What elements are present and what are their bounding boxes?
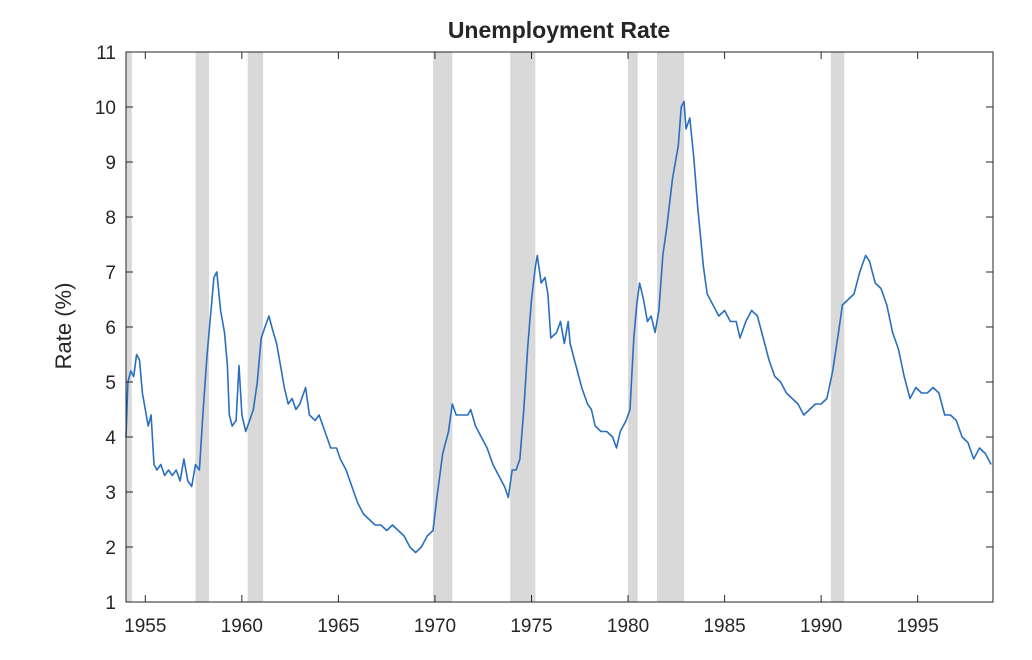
recession-band	[247, 52, 264, 602]
recession-band	[830, 52, 845, 602]
y-tick-label: 6	[105, 318, 116, 339]
y-tick-label: 10	[95, 98, 116, 119]
x-axis: 1955 1960 1965 1970 1975 1980 1985 1990 1995	[124, 52, 939, 637]
series-lines	[125, 100, 992, 554]
x-tick-label: 1965	[317, 616, 359, 637]
x-tick-label: 1975	[510, 616, 552, 637]
x-tick-label: 1990	[800, 616, 842, 637]
y-axis: 1 2 3 4 5 6 7 8 9 10 11	[95, 43, 993, 614]
recession-bands	[126, 52, 845, 602]
chart-title: Unemployment Rate	[448, 17, 670, 43]
recession-band	[510, 52, 536, 602]
y-tick-label: 1	[105, 593, 116, 614]
unemployment-series-line	[125, 100, 992, 554]
x-tick-label: 1995	[897, 616, 939, 637]
recession-band	[657, 52, 685, 602]
x-tick-label: 1960	[221, 616, 263, 637]
y-tick-label: 2	[105, 538, 116, 559]
recession-band	[433, 52, 453, 602]
y-tick-label: 5	[105, 373, 116, 394]
x-tick-label: 1980	[607, 616, 649, 637]
y-tick-label: 11	[96, 43, 116, 64]
x-tick-label: 1955	[124, 616, 166, 637]
recession-band	[195, 52, 210, 602]
recession-band	[628, 52, 638, 602]
x-tick-label: 1970	[414, 616, 456, 637]
y-tick-label: 3	[105, 483, 116, 504]
y-tick-label: 7	[105, 263, 116, 284]
y-tick-label: 8	[105, 208, 116, 229]
y-axis-label: Rate (%)	[51, 283, 76, 370]
y-tick-label: 4	[105, 428, 116, 449]
y-tick-label: 9	[105, 153, 116, 174]
x-tick-label: 1985	[703, 616, 745, 637]
